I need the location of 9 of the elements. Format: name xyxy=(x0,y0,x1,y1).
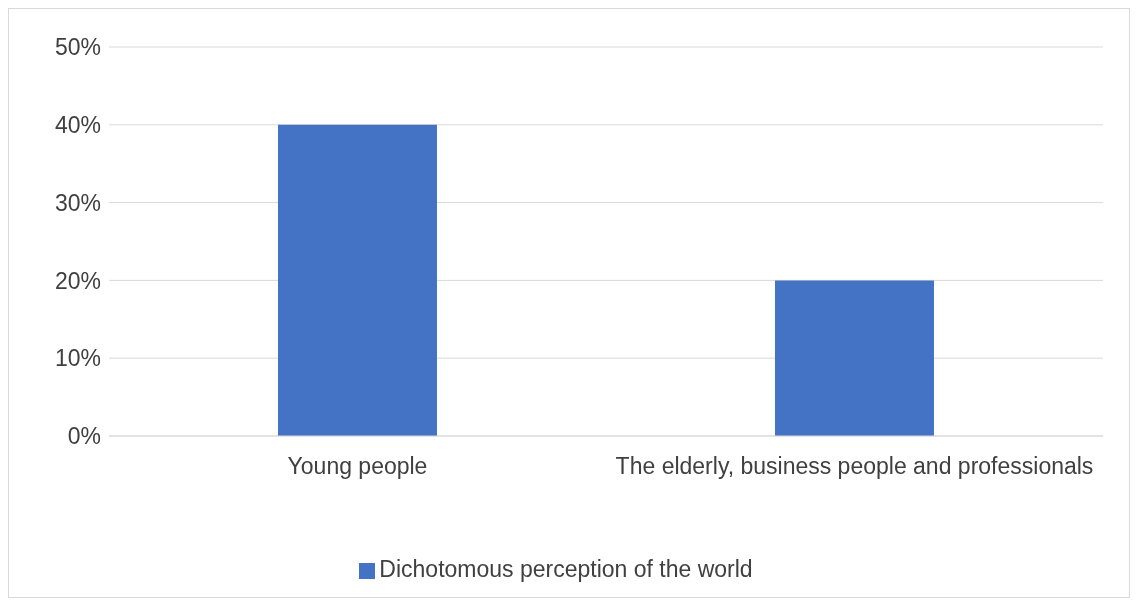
y-tick-label: 50% xyxy=(54,34,101,61)
y-tick-label: 10% xyxy=(54,345,101,372)
y-tick-label: 20% xyxy=(54,267,101,294)
x-tick-label: The elderly, business people and professionals xyxy=(615,453,1094,480)
y-tick-label: 30% xyxy=(54,189,101,216)
y-tick-label: 40% xyxy=(54,111,101,138)
y-tick-label: 0% xyxy=(67,423,101,450)
x-tick-label: Young people xyxy=(287,453,428,480)
legend-label: Dichotomous perception of the world xyxy=(379,556,753,582)
